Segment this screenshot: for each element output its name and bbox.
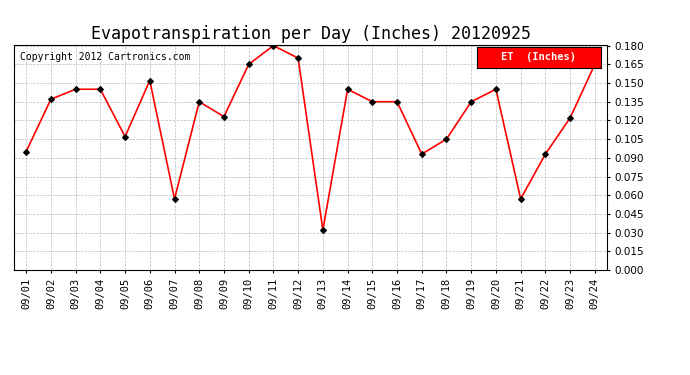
Point <box>367 99 378 105</box>
Point <box>70 86 81 92</box>
Point <box>46 96 57 102</box>
Point <box>144 78 155 84</box>
Point <box>589 62 600 68</box>
Title: Evapotranspiration per Day (Inches) 20120925: Evapotranspiration per Day (Inches) 2012… <box>90 26 531 44</box>
Point <box>416 151 427 157</box>
Point <box>540 151 551 157</box>
Point <box>342 86 353 92</box>
Point <box>119 134 130 140</box>
Point <box>441 136 452 142</box>
Point <box>491 86 502 92</box>
Point <box>466 99 477 105</box>
Point <box>268 43 279 49</box>
Point <box>515 196 526 202</box>
Point <box>317 227 328 233</box>
Point <box>219 114 230 120</box>
Point <box>243 62 254 68</box>
Point <box>293 55 304 61</box>
Point <box>194 99 205 105</box>
Point <box>391 99 402 105</box>
Point <box>169 196 180 202</box>
Point <box>95 86 106 92</box>
Text: Copyright 2012 Cartronics.com: Copyright 2012 Cartronics.com <box>20 52 190 62</box>
Point <box>21 148 32 154</box>
Point <box>564 115 575 121</box>
